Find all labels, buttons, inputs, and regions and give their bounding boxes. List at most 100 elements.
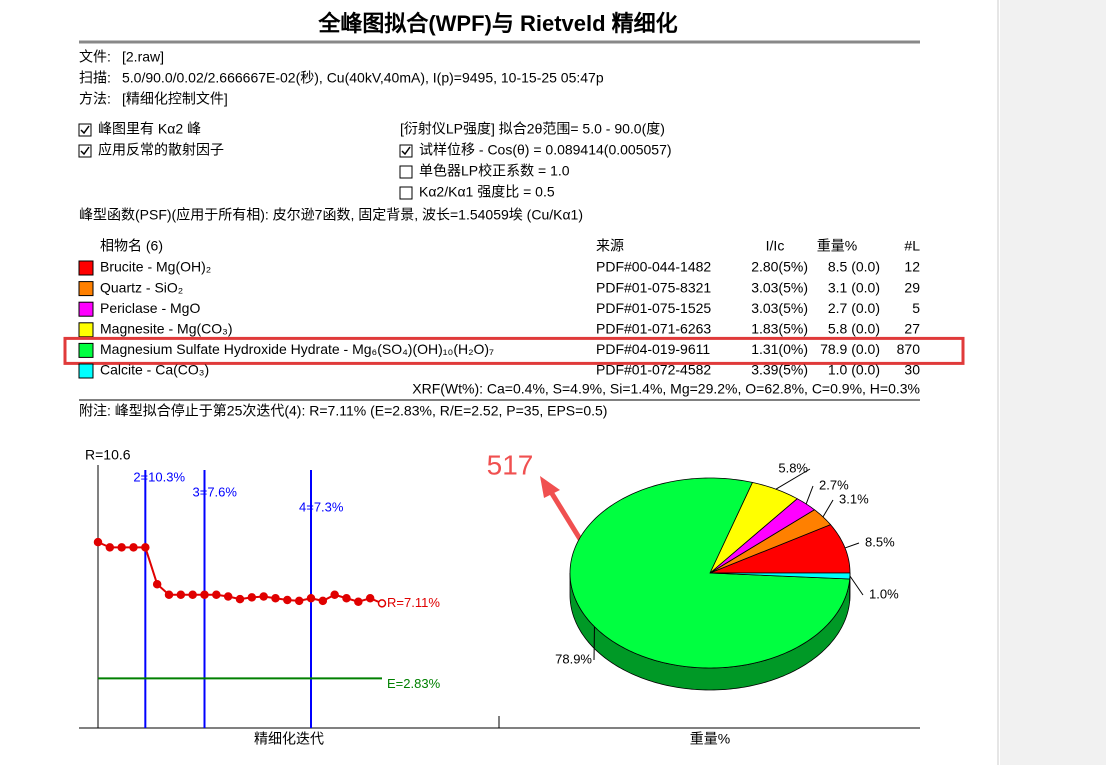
table-header: #L bbox=[904, 238, 920, 254]
r-point bbox=[355, 598, 362, 605]
arrow-head bbox=[540, 476, 560, 498]
phase-source: PDF#00-044-1482 bbox=[596, 259, 711, 275]
option: 应用反常的散射因子 bbox=[98, 142, 224, 158]
info-label: 文件: bbox=[79, 49, 111, 65]
pie-label: 78.9% bbox=[555, 651, 592, 666]
r-point bbox=[201, 591, 208, 598]
phase-weight: 8.5 (0.0) bbox=[828, 259, 880, 275]
r-point bbox=[237, 596, 244, 603]
r-point bbox=[154, 581, 161, 588]
r-point bbox=[95, 539, 102, 546]
option: 试样位移 - Cos(θ) = 0.089414(0.005057) bbox=[419, 142, 672, 158]
phase-iic: 3.39(5%) bbox=[751, 362, 808, 378]
phase-swatch bbox=[79, 302, 93, 316]
pie-label: 5.8% bbox=[778, 460, 808, 475]
phase-source: PDF#01-075-1525 bbox=[596, 300, 711, 316]
phase-swatch bbox=[79, 323, 93, 337]
r-point bbox=[248, 594, 255, 601]
x-axis-label: 精细化迭代 bbox=[254, 731, 324, 747]
phase-weight: 2.7 (0.0) bbox=[828, 300, 880, 316]
table-header: 来源 bbox=[596, 238, 624, 254]
info-label: 扫描: bbox=[79, 70, 111, 86]
phase-source: PDF#04-019-9611 bbox=[596, 341, 710, 357]
phase-name: Periclase - MgO bbox=[100, 300, 200, 316]
info-value: 5.0/90.0/0.02/2.666667E-02(秒), Cu(40kV,4… bbox=[122, 70, 604, 86]
info-label: 方法: bbox=[79, 91, 111, 107]
top-label: R=10.6 bbox=[85, 447, 131, 463]
r-point bbox=[260, 593, 267, 600]
pie-label: 8.5% bbox=[865, 534, 895, 549]
r-point bbox=[296, 597, 303, 604]
r-point bbox=[367, 595, 374, 602]
r-point bbox=[331, 591, 338, 598]
phase-lines: 12 bbox=[904, 259, 920, 275]
phase-name: Calcite - Ca(CO₃) bbox=[100, 362, 209, 378]
side-panel bbox=[1000, 0, 1106, 765]
phase-swatch bbox=[79, 261, 93, 275]
phase-weight: 78.9 (0.0) bbox=[820, 341, 880, 357]
checkbox bbox=[79, 124, 91, 136]
option: [衍射仪LP强度] 拟合2θ范围= 5.0 - 90.0(度) bbox=[400, 121, 665, 137]
r-point bbox=[308, 595, 315, 602]
pie-label: 2.7% bbox=[819, 477, 849, 492]
leader-line bbox=[845, 543, 859, 548]
leader-line bbox=[823, 500, 833, 517]
x-axis-label: 重量% bbox=[690, 731, 730, 747]
r-point bbox=[130, 544, 137, 551]
phase-lines: 29 bbox=[904, 279, 920, 295]
r-point bbox=[272, 595, 279, 602]
phase-lines: 870 bbox=[897, 341, 921, 357]
note: 附注: 峰型拟合停止于第25次迭代(4): R=7.11% (E=2.83%, … bbox=[79, 403, 607, 419]
leader-line bbox=[806, 486, 813, 504]
end-label: R=7.11% bbox=[387, 595, 440, 610]
checkbox bbox=[400, 166, 412, 178]
option: 峰图里有 Kα2 峰 bbox=[98, 121, 201, 137]
table-header: I/Ic bbox=[766, 238, 785, 254]
phase-iic: 1.83(5%) bbox=[751, 321, 808, 337]
r-point bbox=[118, 544, 125, 551]
r-point bbox=[284, 597, 291, 604]
xrf: XRF(Wt%): Ca=0.4%, S=4.9%, Si=1.4%, Mg=2… bbox=[412, 381, 920, 397]
cycle-label: 2=10.3% bbox=[133, 469, 185, 484]
phase-swatch bbox=[79, 364, 93, 378]
phase-lines: 27 bbox=[904, 321, 920, 337]
phase-swatch bbox=[79, 343, 93, 357]
phase-lines: 30 bbox=[904, 362, 920, 378]
r-point bbox=[189, 591, 196, 598]
option: 单色器LP校正系数 = 1.0 bbox=[419, 163, 570, 179]
checkbox bbox=[400, 187, 412, 199]
phase-source: PDF#01-075-8321 bbox=[596, 279, 711, 295]
r-point bbox=[177, 591, 184, 598]
checkbox bbox=[79, 145, 91, 157]
table-header: 重量% bbox=[817, 238, 857, 254]
psf: 峰型函数(PSF)(应用于所有相): 皮尔逊7函数, 固定背景, 波长=1.54… bbox=[79, 207, 583, 223]
option: Kα2/Kα1 强度比 = 0.5 bbox=[419, 184, 555, 200]
phase-name: Magnesium Sulfate Hydroxide Hydrate - Mg… bbox=[100, 341, 494, 357]
phase-iic: 2.80(5%) bbox=[751, 259, 808, 275]
table-header: 相物名 (6) bbox=[100, 238, 163, 254]
phase-weight: 1.0 (0.0) bbox=[828, 362, 880, 378]
r-point bbox=[142, 544, 149, 551]
phase-weight: 3.1 (0.0) bbox=[828, 279, 880, 295]
r-line bbox=[98, 542, 382, 603]
r-point bbox=[166, 591, 173, 598]
pie-label: 1.0% bbox=[869, 586, 899, 601]
pie-label: 3.1% bbox=[839, 491, 869, 506]
cycle-label: 4=7.3% bbox=[299, 499, 344, 514]
phase-name: Quartz - SiO₂ bbox=[100, 279, 183, 295]
info-value: [精细化控制文件] bbox=[122, 91, 228, 107]
r-point bbox=[379, 600, 386, 607]
cycle-label: 3=7.6% bbox=[193, 484, 238, 499]
r-point bbox=[106, 544, 113, 551]
info-value: [2.raw] bbox=[122, 49, 164, 65]
checkbox bbox=[400, 145, 412, 157]
phase-source: PDF#01-072-4582 bbox=[596, 362, 711, 378]
r-point bbox=[319, 597, 326, 604]
phase-iic: 1.31(0%) bbox=[751, 341, 808, 357]
leader-line bbox=[850, 576, 863, 595]
phase-name: Brucite - Mg(OH)₂ bbox=[100, 259, 211, 275]
phase-weight: 5.8 (0.0) bbox=[828, 321, 880, 337]
r-point bbox=[343, 595, 350, 602]
